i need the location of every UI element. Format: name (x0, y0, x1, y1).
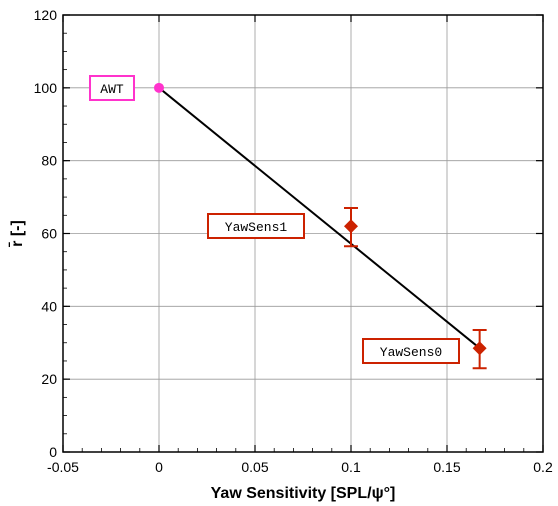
annotation-label-awt: AWT (100, 82, 124, 97)
x-tick-label: 0.2 (533, 459, 553, 475)
y-tick-label: 100 (34, 80, 58, 96)
x-tick-label: -0.05 (47, 459, 79, 475)
data-point-awt (154, 82, 164, 93)
x-tick-label: 0 (155, 459, 163, 475)
y-axis-title: r̄ [-] (7, 220, 26, 247)
trend-line (158, 87, 481, 349)
data-points (154, 82, 487, 356)
x-tick-labels: -0.05 0 0.05 0.1 0.15 0.2 (47, 459, 553, 475)
y-tick-label: 0 (49, 444, 57, 460)
annotation-label-yawsens1: YawSens1 (225, 220, 288, 235)
y-tick-label: 20 (41, 371, 57, 387)
annotation-box-awt (89, 75, 135, 101)
x-axis-title: Yaw Sensitivity [SPL/ψ°] (211, 485, 396, 502)
y-tick-label: 80 (41, 153, 57, 169)
y-tick-label: 40 (41, 298, 57, 314)
y-tick-label: 120 (34, 7, 58, 23)
y-tick-label: 60 (41, 226, 57, 242)
annotation-label-yawsens0: YawSens0 (380, 345, 442, 360)
annotation-box-yawsens1 (207, 213, 305, 239)
x-tick-label: 0.05 (241, 459, 268, 475)
y-tick-labels: 0 20 40 60 80 100 120 (34, 7, 58, 460)
x-tick-label: 0.1 (341, 459, 361, 475)
annotation-box-yawsens0 (362, 338, 460, 364)
x-tick-label: 0.15 (433, 459, 460, 475)
data-point-yawsens0 (472, 341, 487, 356)
point-annotations: AWT YawSens1 YawSens0 (89, 75, 460, 364)
ticks (62, 14, 544, 453)
data-point-yawsens1 (344, 219, 358, 234)
